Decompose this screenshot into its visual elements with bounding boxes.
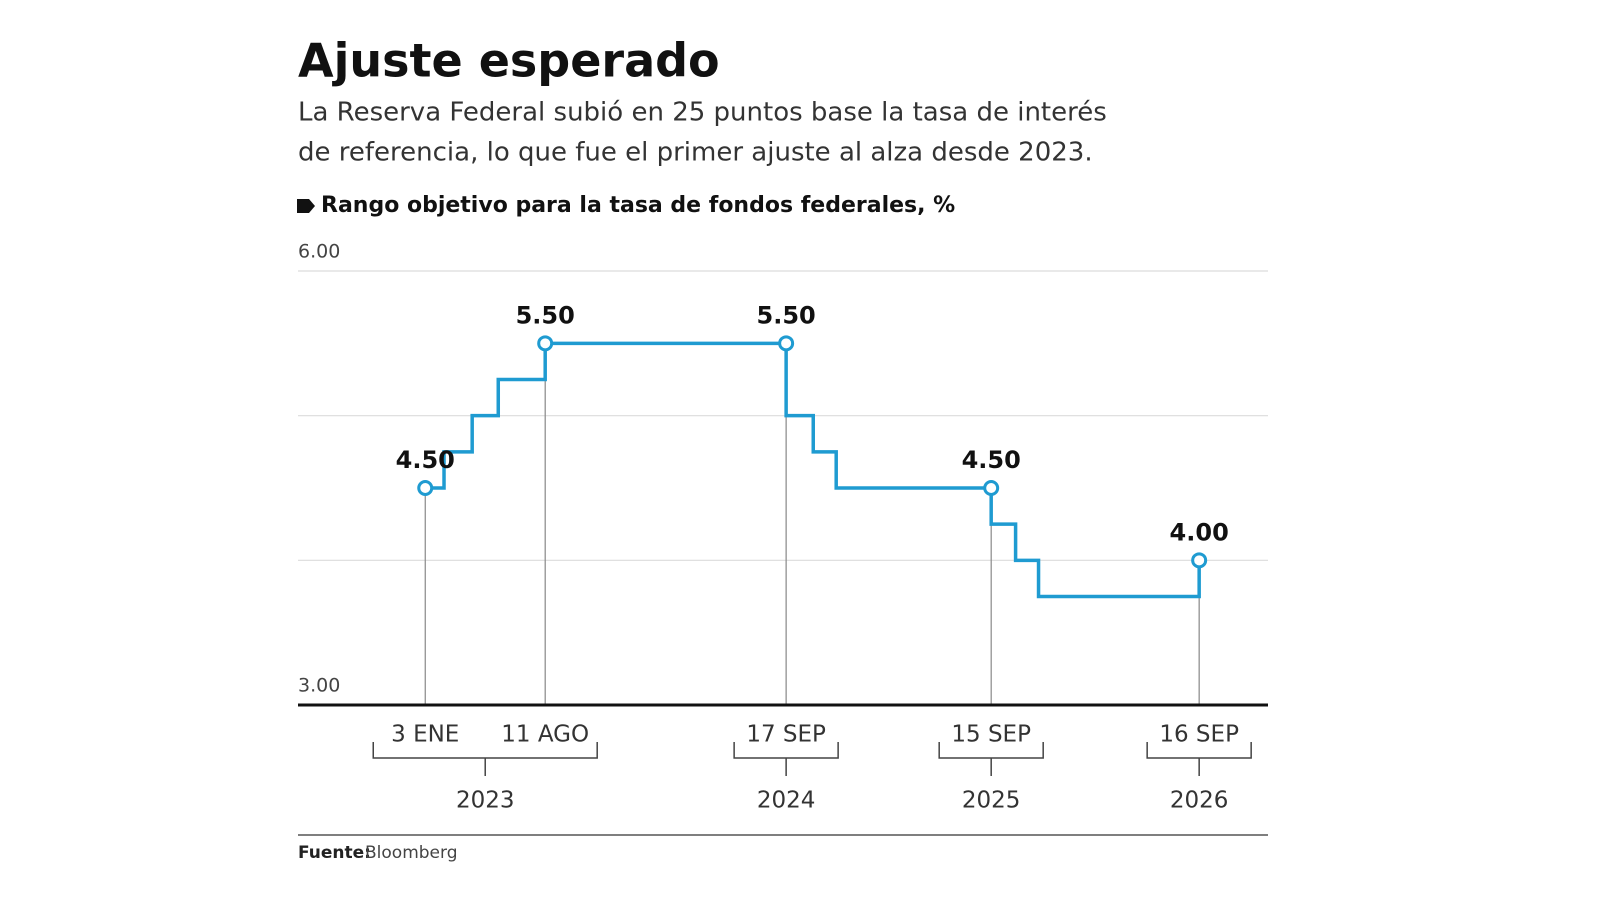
year-bracket [938,742,1044,776]
y-tick-label: 3.00 [298,675,340,697]
year-label: 2025 [962,788,1021,814]
legend-icon [297,199,315,213]
chart-title: Ajuste esperado [298,34,720,88]
year-bracket [1146,742,1252,776]
x-tick-label: 11 AGO [501,722,589,748]
point-marker [1191,552,1208,569]
value-label: 5.50 [516,301,575,329]
point-marker [537,335,554,352]
y-tick-label: 6.00 [298,241,340,263]
year-bracket [372,742,598,776]
step-line [425,341,1201,599]
point-marker [417,480,434,496]
x-tick-label: 17 SEP [746,722,826,748]
y-axis-label: Rango objetivo para la tasa de fondos fe… [321,193,955,218]
value-label: 4.00 [1170,518,1229,546]
year-bracket [733,742,839,776]
point-marker [983,480,1000,496]
value-label: 4.50 [396,446,455,474]
x-tick-label: 15 SEP [951,722,1031,748]
year-label: 2026 [1170,788,1229,814]
x-tick-label: 16 SEP [1159,722,1239,748]
point-marker [778,335,795,352]
subtitle: de referencia, lo que fue el primer ajus… [298,138,1093,168]
year-label: 2023 [456,788,515,814]
source: Bloomberg [365,843,457,863]
subtitle: La Reserva Federal subió en 25 puntos ba… [298,98,1107,128]
value-label: 4.50 [962,446,1021,474]
value-label: 5.50 [757,301,816,329]
x-tick-label: 3 ENE [391,722,459,748]
source-label: Fuente: [298,843,371,863]
year-label: 2024 [757,788,816,814]
